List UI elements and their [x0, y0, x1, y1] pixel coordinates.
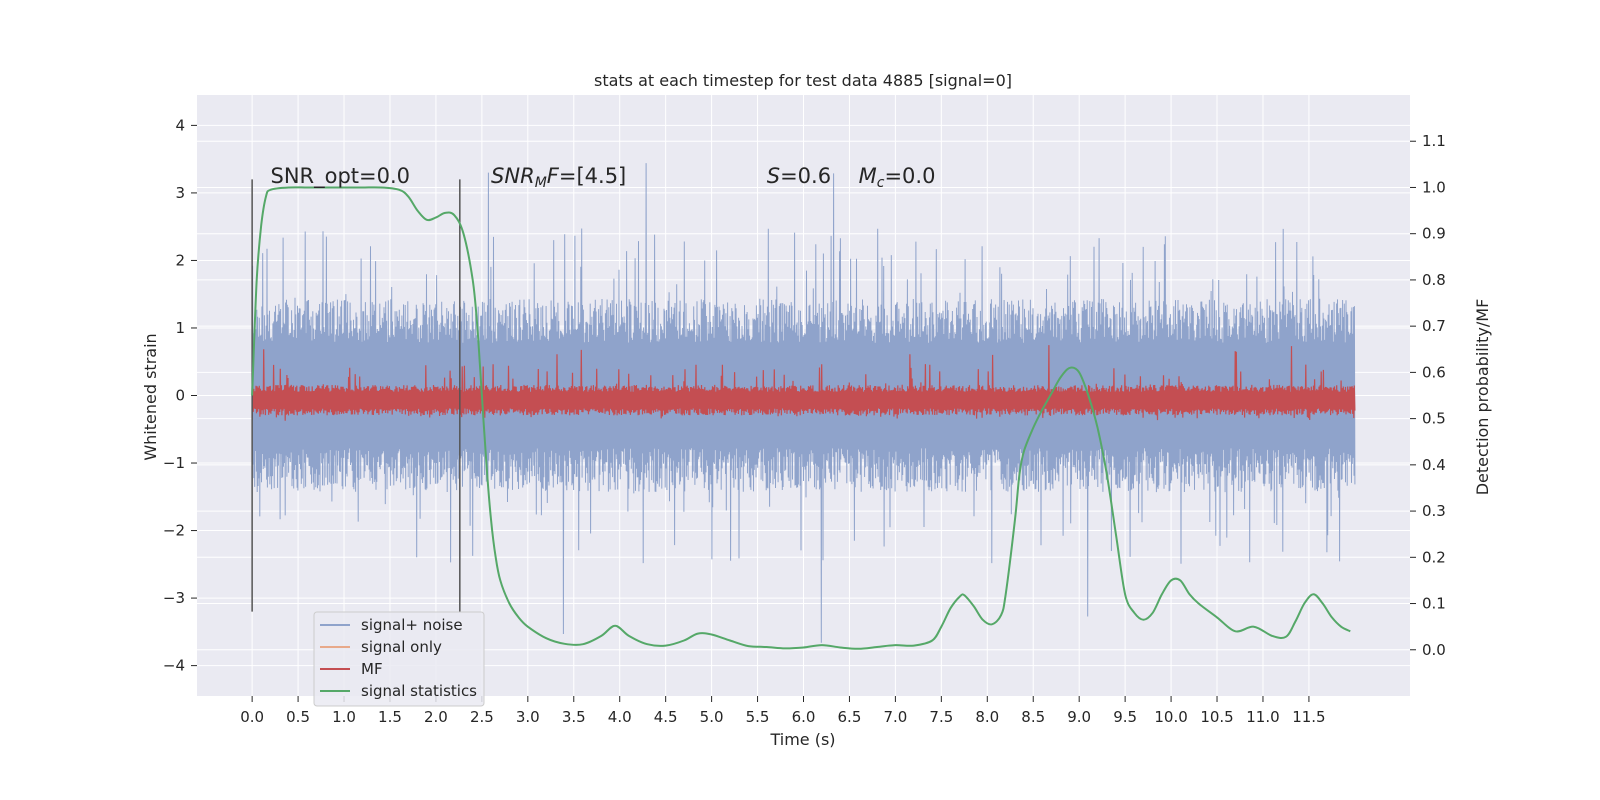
y2-tick-label: 0.6 — [1422, 363, 1446, 381]
x-tick-label: 9.0 — [1067, 708, 1091, 726]
x-tick-label: 3.0 — [516, 708, 540, 726]
mf-series — [251, 345, 1356, 421]
legend-label: signal+ noise — [361, 616, 463, 634]
x-axis-ticks: 0.0 0.5 1.0 1.5 2.0 2.5 3.0 3.5 4.0 4.5 5.0 5.5 6.0 6… — [240, 696, 1326, 726]
signal-statistics-series — [251, 186, 1351, 650]
legend-box — [313, 611, 485, 707]
y2-tick-label: 0.1 — [1422, 595, 1446, 613]
y2-tick-label: 1.1 — [1422, 132, 1446, 150]
y-tick-label: 1 — [175, 319, 185, 337]
x-tick-label: 1.0 — [332, 708, 356, 726]
x-tick-label: 6.0 — [792, 708, 816, 726]
x-tick-label: 11.5 — [1292, 708, 1325, 726]
x-tick-label: 8.0 — [975, 708, 999, 726]
legend-label: signal statistics — [361, 682, 477, 700]
annotation-0: SNR_opt=0.0 — [271, 164, 411, 189]
signal-statistics-line — [251, 186, 1351, 650]
x-tick-label: 8.5 — [1021, 708, 1045, 726]
y2-tick-label: 0.3 — [1422, 502, 1446, 520]
y2-axis-label: Detection probability/MF — [1473, 299, 1492, 496]
x-tick-label: 9.5 — [1113, 708, 1137, 726]
y2-axis-ticks: 0.0 0.1 0.2 0.3 0.4 0.5 0.6 0.7 0.8 0.9 1.0 1.1 — [1410, 132, 1446, 659]
y2-tick-label: 0.2 — [1422, 548, 1446, 566]
annotation-3: Mc=0.0 — [859, 164, 936, 191]
x-tick-label: 5.5 — [746, 708, 770, 726]
y-tick-label: −2 — [163, 522, 185, 540]
chart-title: stats at each timestep for test data 488… — [594, 71, 1012, 90]
y-tick-label: 4 — [175, 116, 185, 134]
x-tick-label: 4.5 — [654, 708, 678, 726]
y2-tick-label: 0.7 — [1422, 317, 1446, 335]
y-tick-label: 2 — [175, 251, 185, 269]
x-tick-label: 1.5 — [378, 708, 402, 726]
y-tick-label: 3 — [175, 184, 185, 202]
y2-tick-label: 0.0 — [1422, 641, 1446, 659]
signal-noise-series — [251, 163, 1356, 643]
legend-label: signal only — [361, 638, 442, 656]
y-tick-label: −1 — [163, 454, 185, 472]
y-tick-label: −3 — [163, 589, 185, 607]
x-tick-label: 4.0 — [608, 708, 632, 726]
annotation-1: SNRMF=[4.5] — [491, 164, 626, 191]
signal-noise-line — [251, 163, 1356, 643]
annotations: SNR_opt=0.0 SNRMF=[4.5] S=0.6 Mc=0.0 — [271, 164, 936, 191]
x-tick-label: 2.5 — [470, 708, 494, 726]
x-tick-label: 5.0 — [700, 708, 724, 726]
x-tick-label: 7.5 — [929, 708, 953, 726]
y2-tick-label: 0.4 — [1422, 456, 1446, 474]
y-axis-ticks: −4 −3 −2 −1 0 1 2 3 4 — [163, 116, 197, 675]
x-tick-label: 0.5 — [286, 708, 310, 726]
legend: signal+ noise signal only MF signal statist… — [313, 611, 485, 707]
annotation-2: S=0.6 — [767, 164, 831, 188]
x-tick-label: 10.0 — [1154, 708, 1187, 726]
y-tick-label: 0 — [175, 387, 185, 405]
x-tick-label: 10.5 — [1200, 708, 1233, 726]
y-axis-label: Whitened strain — [141, 333, 160, 460]
y-tick-label: −4 — [163, 657, 185, 675]
x-tick-label: 0.0 — [240, 708, 264, 726]
y2-tick-label: 1.0 — [1422, 178, 1446, 196]
x-tick-label: 11.0 — [1246, 708, 1279, 726]
x-tick-label: 3.5 — [562, 708, 586, 726]
legend-items: signal+ noise signal only MF signal statist… — [320, 616, 477, 700]
y2-tick-label: 0.8 — [1422, 271, 1446, 289]
x-axis-label: Time (s) — [769, 730, 835, 749]
x-tick-label: 6.5 — [838, 708, 862, 726]
legend-label: MF — [361, 660, 383, 678]
y2-tick-label: 0.9 — [1422, 225, 1446, 243]
y2-tick-label: 0.5 — [1422, 410, 1446, 428]
mf-line — [251, 345, 1356, 421]
x-tick-label: 7.0 — [883, 708, 907, 726]
x-tick-label: 2.0 — [424, 708, 448, 726]
